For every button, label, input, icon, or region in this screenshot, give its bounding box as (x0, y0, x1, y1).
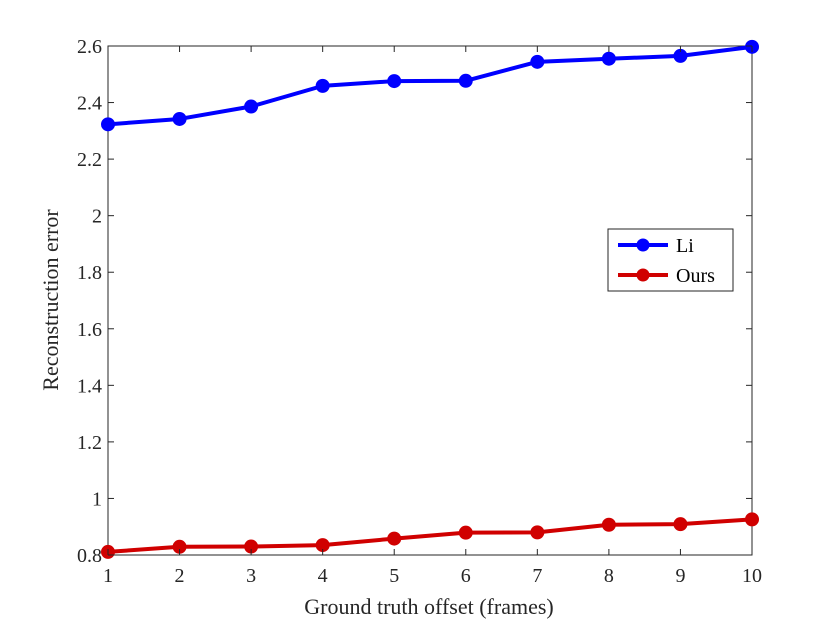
x-tick-label: 3 (246, 565, 256, 587)
data-point-li (172, 111, 187, 126)
x-tick-label: 10 (742, 565, 762, 587)
data-point-ours (530, 525, 545, 540)
data-point-li (244, 99, 259, 114)
series-layer (101, 39, 759, 559)
x-tick-label: 8 (604, 565, 614, 587)
data-point-li (530, 54, 545, 69)
plot-frame (107, 45, 753, 556)
legend-marker-ours (636, 268, 650, 282)
x-tick-label: 6 (461, 565, 471, 587)
series-line-li (107, 44, 753, 127)
y-tick-label: 1.2 (77, 432, 102, 454)
x-tick-label: 5 (389, 565, 399, 587)
data-point-li (387, 74, 402, 89)
data-point-ours (745, 512, 759, 527)
legend: Li Ours (607, 228, 734, 292)
y-tick-label: 1.4 (77, 375, 102, 397)
legend-marker-li (636, 238, 650, 252)
y-tick-label: 2.2 (77, 149, 102, 171)
y-tick-label: 1.8 (77, 262, 102, 284)
legend-box (607, 228, 734, 292)
data-point-li (101, 117, 115, 132)
ticks-layer: 1 2 3 4 5 6 7 8 9 100.811.21.41.61.822.22.42.6 (77, 36, 762, 587)
y-axis-label: Reconstruction error (38, 209, 63, 391)
y-tick-label: 1 (92, 488, 102, 510)
x-tick-label: 2 (175, 565, 185, 587)
data-point-ours (387, 531, 402, 546)
x-tick-label: 9 (675, 565, 685, 587)
x-tick-label: 4 (318, 565, 328, 587)
y-tick-label: 2.6 (77, 36, 102, 58)
y-tick-label: 2.4 (77, 93, 102, 115)
data-point-ours (673, 517, 688, 532)
data-point-li (458, 73, 473, 88)
y-tick-label: 0.8 (77, 545, 102, 567)
data-point-ours (458, 525, 473, 540)
data-point-li (315, 78, 330, 93)
legend-label-li: Li (676, 235, 694, 257)
x-axis-label: Ground truth offset (frames) (304, 594, 553, 619)
data-point-ours (601, 517, 616, 532)
y-tick-label: 2 (92, 206, 102, 228)
legend-label-ours: Ours (676, 265, 715, 287)
y-tick-label: 1.6 (77, 319, 102, 341)
plot-area (107, 45, 753, 556)
data-point-li (601, 51, 616, 66)
x-tick-label: 7 (532, 565, 542, 587)
x-tick-label: 1 (103, 565, 113, 587)
series-line-ours (107, 517, 753, 554)
